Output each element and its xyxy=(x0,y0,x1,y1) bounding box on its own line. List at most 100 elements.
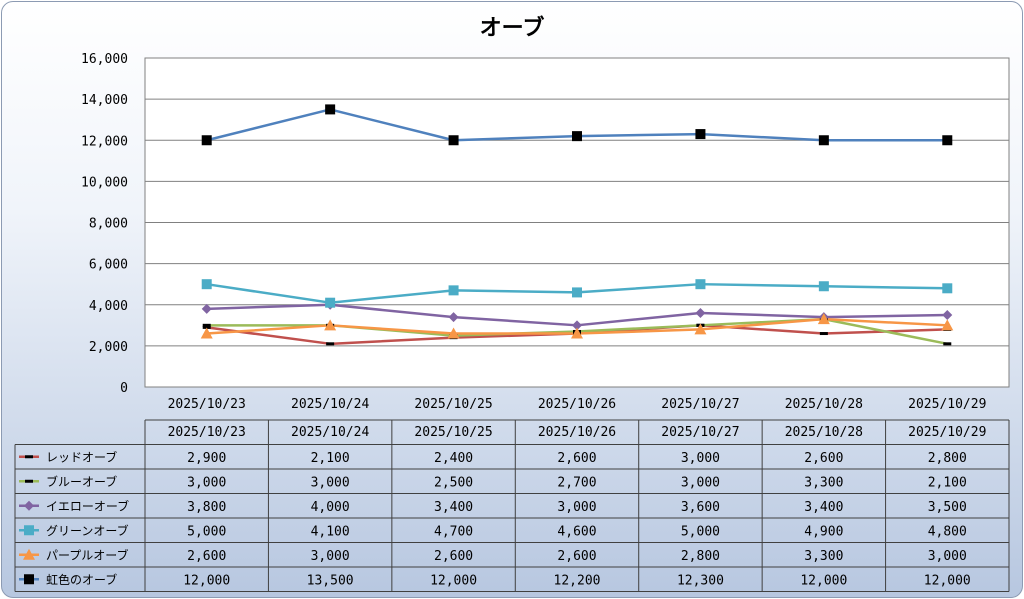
table-cell: 3,000 xyxy=(681,451,720,466)
table-cell: 3,600 xyxy=(681,500,720,515)
table-cell: 12,000 xyxy=(924,573,971,588)
data-point xyxy=(326,342,335,346)
data-point xyxy=(325,104,336,115)
data-point xyxy=(943,342,952,346)
table-header-cell: 2025/10/25 xyxy=(414,425,492,440)
data-point xyxy=(571,327,583,339)
table-cell: 2,600 xyxy=(557,549,596,564)
table-row-label: 虹色のオーブ xyxy=(46,572,117,587)
data-point xyxy=(202,323,211,327)
data-point xyxy=(201,135,212,146)
table-row-label: パープルオーブ xyxy=(46,547,129,562)
y-tick-label: 10,000 xyxy=(81,175,128,190)
table-header-cell: 2025/10/27 xyxy=(661,425,739,440)
y-tick-label: 14,000 xyxy=(81,93,128,108)
data-point xyxy=(695,279,706,290)
table-cell: 2,600 xyxy=(434,549,473,564)
y-tick-label: 8,000 xyxy=(89,217,128,232)
table-cell: 2,100 xyxy=(928,475,967,490)
y-tick-label: 6,000 xyxy=(89,258,128,273)
table-cell: 2,600 xyxy=(557,451,596,466)
data-point xyxy=(24,525,34,536)
table-cell: 4,800 xyxy=(928,524,967,539)
x-tick-label: 2025/10/25 xyxy=(414,397,492,412)
table-row-label: レッドオーブ xyxy=(46,449,117,464)
x-tick-label: 2025/10/29 xyxy=(908,397,986,412)
table-cell: 4,000 xyxy=(311,500,350,515)
data-point xyxy=(325,297,336,308)
x-tick-label: 2025/10/26 xyxy=(538,397,616,412)
table-cell: 2,700 xyxy=(557,475,596,490)
table-cell: 3,000 xyxy=(187,475,226,490)
table-row-label: グリーンオーブ xyxy=(46,523,129,538)
data-point xyxy=(942,310,953,321)
table-cell: 2,900 xyxy=(187,451,226,466)
table-cell: 3,000 xyxy=(557,500,596,515)
table-cell: 3,800 xyxy=(187,500,226,515)
data-point xyxy=(202,325,211,329)
table-cell: 3,400 xyxy=(434,500,473,515)
table-cell: 5,000 xyxy=(187,524,226,539)
table-cell: 3,300 xyxy=(804,475,843,490)
table-cell: 4,900 xyxy=(804,524,843,539)
table-cell: 12,000 xyxy=(430,573,477,588)
table-cell: 3,000 xyxy=(311,475,350,490)
data-point xyxy=(572,287,582,298)
table-cell: 12,000 xyxy=(800,573,847,588)
data-point xyxy=(25,479,33,483)
table-cell: 12,300 xyxy=(677,573,724,588)
table-cell: 2,800 xyxy=(928,451,967,466)
table-header-cell: 2025/10/24 xyxy=(291,425,369,440)
table-cell: 3,300 xyxy=(804,549,843,564)
data-point xyxy=(942,135,953,146)
data-point xyxy=(818,281,829,292)
table-cell: 3,500 xyxy=(928,500,967,515)
table-cell: 2,600 xyxy=(187,549,226,564)
data-point xyxy=(24,500,34,511)
data-point xyxy=(23,548,35,560)
data-point xyxy=(447,327,460,339)
table-header-cell: 2025/10/26 xyxy=(538,425,616,440)
y-tick-label: 4,000 xyxy=(89,299,128,314)
table-row-label: イエローオーブ xyxy=(46,498,129,513)
data-point xyxy=(201,279,212,290)
data-point xyxy=(24,574,34,585)
x-tick-label: 2025/10/28 xyxy=(785,397,863,412)
y-tick-label: 0 xyxy=(120,381,128,396)
chart-title: オーブ xyxy=(479,16,545,41)
data-point xyxy=(572,131,582,142)
data-point xyxy=(448,285,459,296)
data-point xyxy=(448,312,459,323)
table-cell: 3,400 xyxy=(804,500,843,515)
table-cell: 2,500 xyxy=(434,475,473,490)
y-tick-label: 12,000 xyxy=(81,134,128,149)
table-cell: 2,800 xyxy=(681,549,720,564)
table-cell: 4,600 xyxy=(557,524,596,539)
table-cell: 3,000 xyxy=(928,549,967,564)
data-point xyxy=(324,319,337,331)
data-point xyxy=(695,129,706,140)
data-point xyxy=(695,307,706,318)
data-point xyxy=(25,455,33,459)
data-point xyxy=(817,313,830,325)
table-cell: 12,200 xyxy=(554,573,601,588)
x-tick-label: 2025/10/27 xyxy=(661,397,739,412)
table-cell: 4,700 xyxy=(434,524,473,539)
data-point xyxy=(941,319,954,331)
table-cell: 3,000 xyxy=(311,549,350,564)
table-cell: 3,000 xyxy=(681,475,720,490)
data-point xyxy=(201,303,212,314)
table-cell: 2,600 xyxy=(804,451,843,466)
data-point xyxy=(694,323,707,335)
data-point xyxy=(572,320,582,331)
x-tick-label: 2025/10/23 xyxy=(168,397,246,412)
data-point xyxy=(942,283,953,294)
table-cell: 12,000 xyxy=(183,573,230,588)
data-point xyxy=(818,135,829,146)
y-tick-label: 16,000 xyxy=(81,52,128,67)
table-cell: 5,000 xyxy=(681,524,720,539)
x-tick-label: 2025/10/24 xyxy=(291,397,369,412)
table-header-cell: 2025/10/23 xyxy=(168,425,246,440)
table-header-cell: 2025/10/29 xyxy=(908,425,986,440)
